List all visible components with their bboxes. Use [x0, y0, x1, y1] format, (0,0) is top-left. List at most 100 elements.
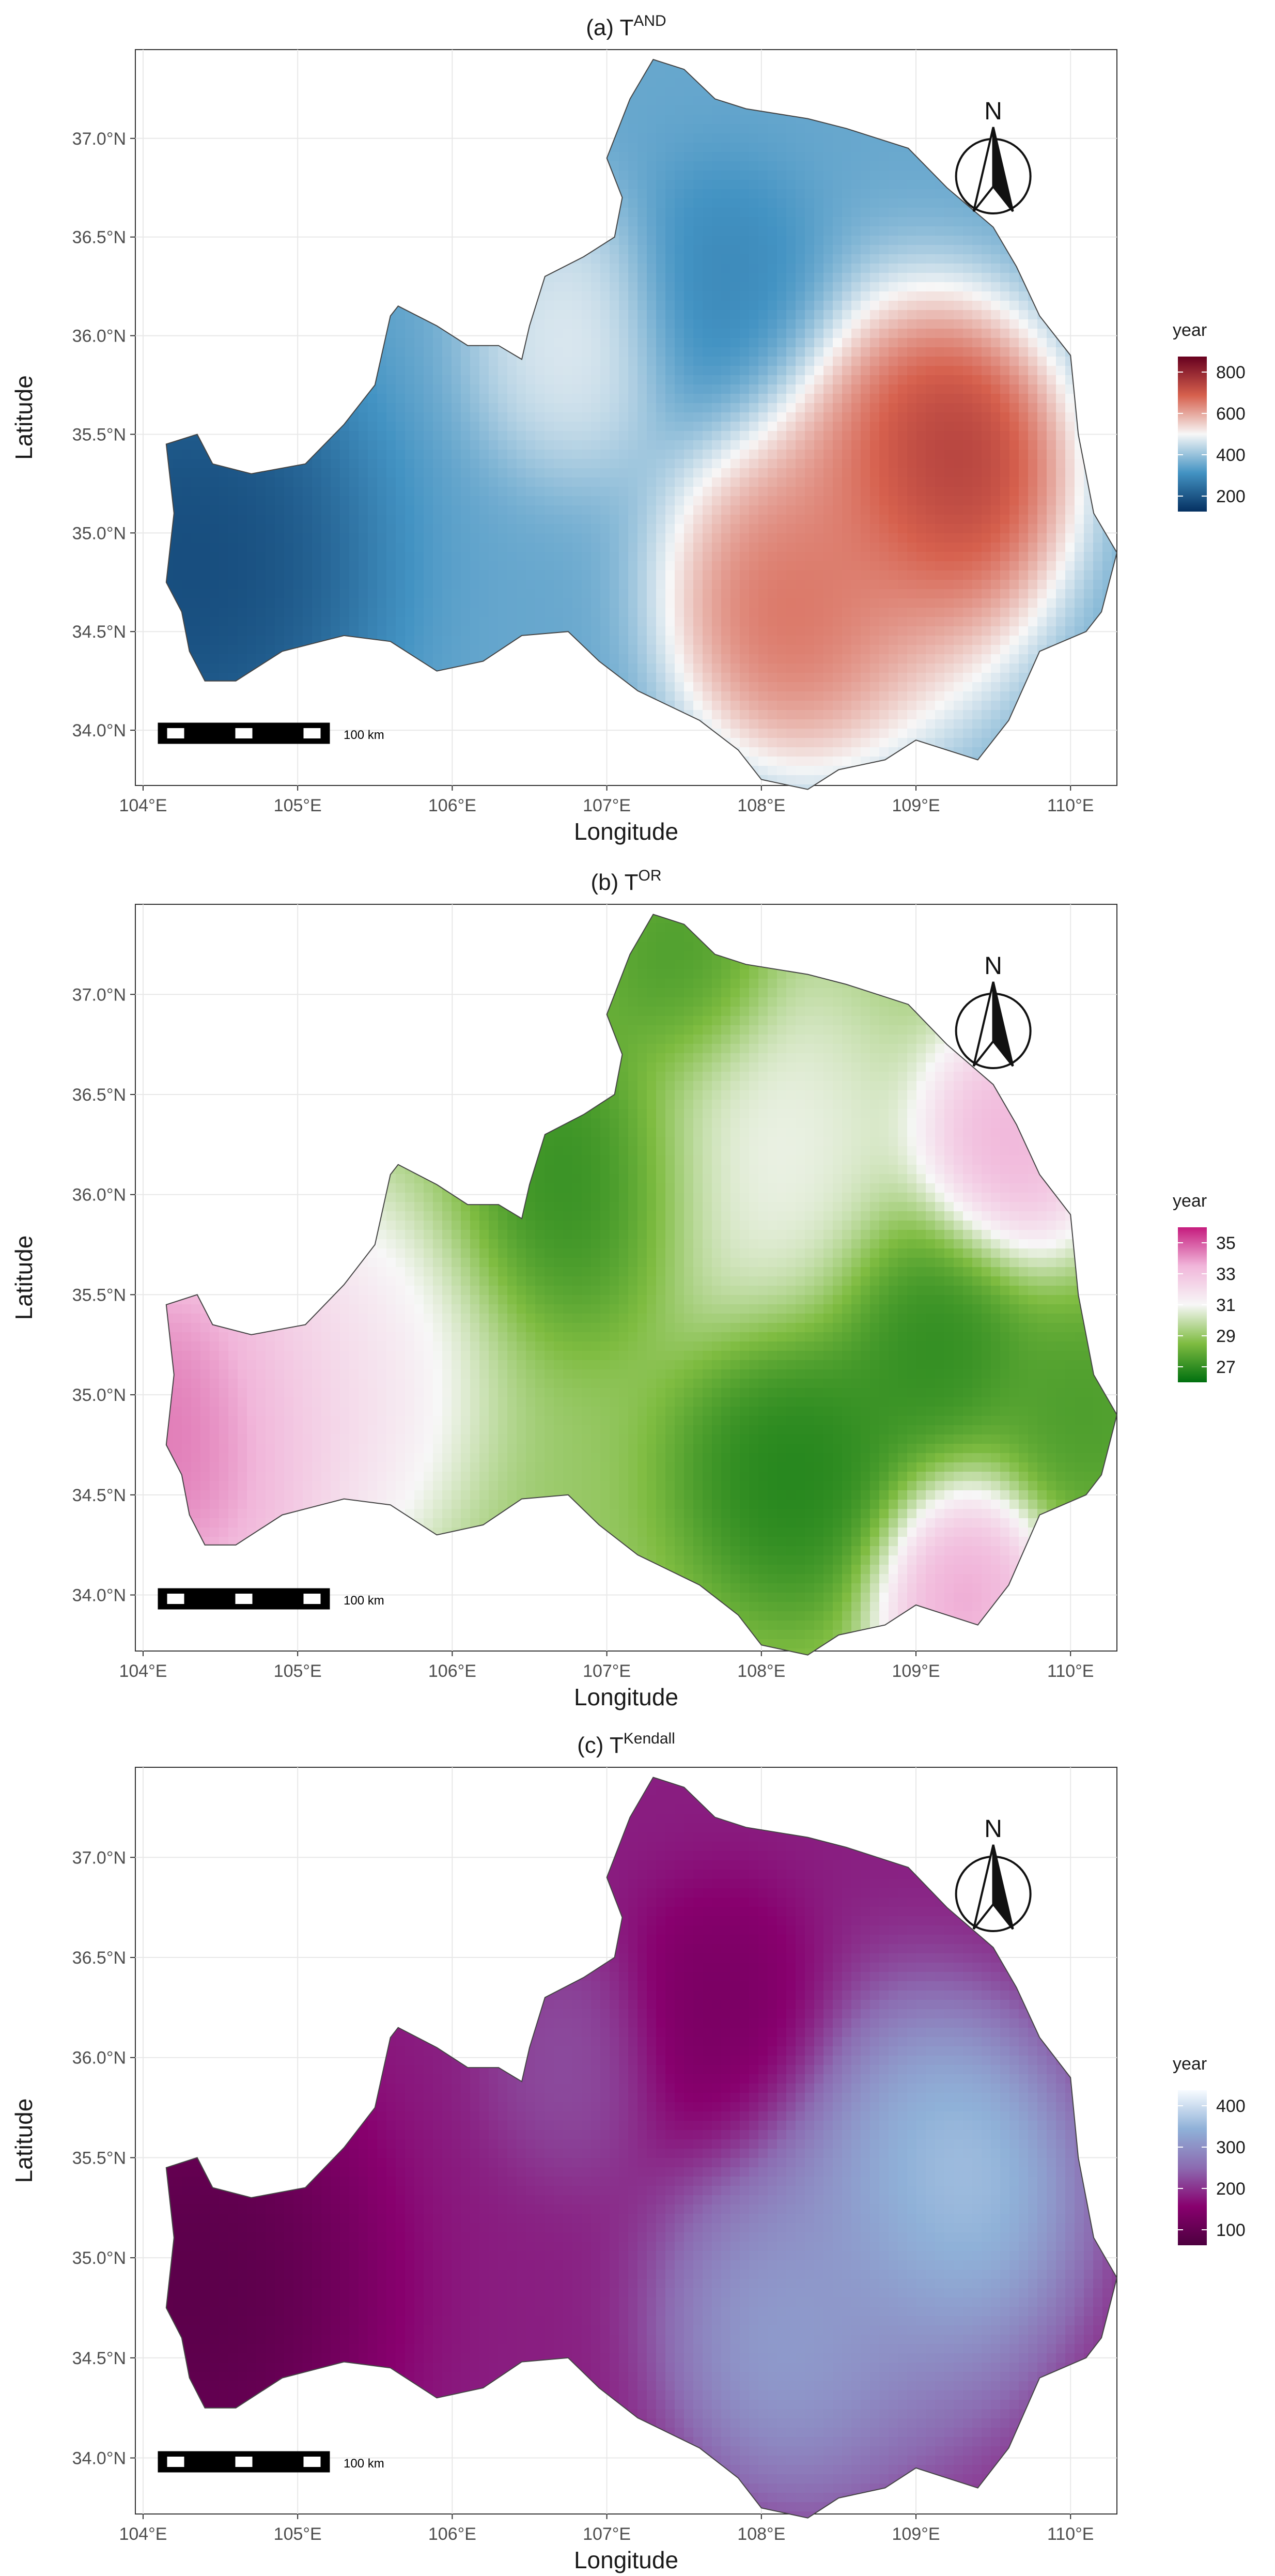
raster-cell	[517, 626, 526, 636]
raster-cell	[238, 589, 247, 599]
raster-cell	[414, 412, 424, 422]
raster-cell	[656, 254, 666, 264]
raster-cell	[368, 468, 378, 478]
raster-cell	[647, 217, 657, 227]
raster-cell	[684, 403, 694, 413]
raster-cell	[359, 496, 368, 506]
raster-cell	[563, 394, 573, 404]
raster-cell	[703, 626, 712, 636]
raster-cell	[228, 505, 238, 515]
raster-cell	[368, 524, 378, 534]
raster-cell	[535, 375, 545, 385]
raster-cell	[647, 450, 657, 459]
raster-cell	[619, 608, 629, 618]
raster-cell	[610, 598, 619, 608]
raster-cell	[275, 617, 285, 627]
raster-cell	[600, 459, 610, 469]
raster-cell	[693, 412, 703, 422]
raster-cell	[396, 468, 406, 478]
raster-cell	[638, 115, 647, 125]
raster-cell	[591, 338, 601, 348]
raster-cell	[656, 236, 666, 245]
raster-cell	[452, 394, 461, 404]
raster-cell	[386, 533, 396, 543]
raster-cell	[396, 329, 406, 338]
raster-cell	[266, 580, 275, 590]
raster-cell	[442, 645, 452, 655]
raster-cell	[433, 617, 443, 627]
raster-cell	[266, 636, 275, 645]
raster-cell	[693, 459, 703, 469]
raster-cell	[535, 505, 545, 515]
raster-cell	[424, 608, 433, 618]
raster-cell	[433, 570, 443, 580]
raster-cell	[489, 543, 499, 552]
raster-cell	[693, 143, 703, 152]
raster-cell	[228, 673, 238, 683]
raster-cell	[219, 664, 229, 673]
raster-cell	[610, 310, 619, 320]
raster-cell	[396, 636, 406, 645]
raster-cell	[628, 440, 638, 450]
raster-cell	[498, 515, 508, 525]
raster-cell	[693, 450, 703, 459]
raster-cell	[600, 329, 610, 338]
raster-cell	[545, 282, 554, 292]
raster-cell	[647, 68, 657, 78]
raster-cell	[712, 124, 722, 134]
raster-cell	[312, 487, 322, 497]
raster-cell	[665, 180, 675, 190]
raster-cell	[554, 291, 564, 301]
raster-cell	[331, 505, 340, 515]
raster-cell	[582, 264, 592, 273]
raster-cell	[693, 580, 703, 590]
raster-cell	[359, 570, 368, 580]
raster-cell	[684, 450, 694, 459]
raster-cell	[563, 487, 573, 497]
raster-cell	[247, 487, 257, 497]
raster-cell	[498, 403, 508, 413]
raster-cell	[591, 608, 601, 618]
raster-cell	[600, 310, 610, 320]
raster-cell	[628, 580, 638, 590]
raster-cell	[638, 515, 647, 525]
raster-cell	[545, 515, 554, 525]
raster-cell	[647, 254, 657, 264]
raster-cell	[554, 515, 564, 525]
raster-cell	[414, 459, 424, 469]
raster-cell	[368, 450, 378, 459]
raster-cell	[647, 245, 657, 255]
raster-cell	[424, 636, 433, 645]
raster-cell	[712, 189, 722, 199]
raster-cell	[377, 366, 387, 376]
raster-cell	[424, 357, 433, 366]
raster-cell	[340, 561, 350, 571]
raster-cell	[693, 505, 703, 515]
raster-cell	[693, 226, 703, 236]
raster-cell	[693, 617, 703, 627]
raster-cell	[675, 357, 685, 366]
raster-cell	[554, 524, 564, 534]
raster-cell	[647, 412, 657, 422]
raster-cell	[266, 617, 275, 627]
raster-cell	[470, 617, 480, 627]
raster-cell	[442, 589, 452, 599]
raster-cell	[489, 589, 499, 599]
raster-cell	[312, 626, 322, 636]
raster-cell	[628, 273, 638, 283]
raster-cell	[675, 422, 685, 431]
raster-cell	[386, 431, 396, 441]
raster-cell	[675, 319, 685, 329]
raster-cell	[638, 124, 647, 134]
raster-cell	[424, 477, 433, 487]
raster-cell	[424, 422, 433, 431]
raster-cell	[414, 357, 424, 366]
raster-cell	[703, 171, 712, 180]
raster-cell	[545, 477, 554, 487]
raster-cell	[665, 515, 675, 525]
raster-cell	[675, 682, 685, 692]
raster-cell	[600, 366, 610, 376]
raster-cell	[563, 329, 573, 338]
raster-cell	[247, 589, 257, 599]
raster-cell	[284, 487, 294, 497]
